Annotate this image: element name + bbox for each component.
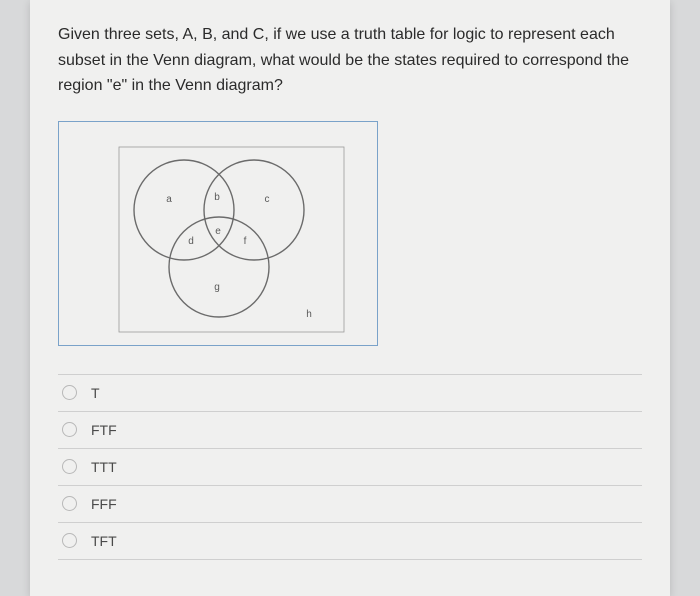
radio-icon[interactable] — [62, 496, 77, 511]
region-label-e: e — [215, 226, 221, 237]
region-label-c: c — [265, 194, 270, 205]
venn-diagram-frame: a b c d e f g h — [58, 121, 378, 346]
region-label-g: g — [214, 282, 220, 293]
option-label: TFT — [91, 533, 117, 549]
radio-icon[interactable] — [62, 385, 77, 400]
options-list: T FTF TTT FFF TFT — [58, 374, 642, 560]
radio-icon[interactable] — [62, 459, 77, 474]
option-row[interactable]: T — [58, 374, 642, 411]
region-label-b: b — [214, 192, 220, 203]
region-label-a: a — [166, 194, 172, 205]
question-text: Given three sets, A, B, and C, if we use… — [58, 22, 642, 99]
option-row[interactable]: TFT — [58, 522, 642, 560]
option-label: TTT — [91, 459, 117, 475]
option-row[interactable]: TTT — [58, 448, 642, 485]
option-row[interactable]: FFF — [58, 485, 642, 522]
region-label-f: f — [244, 236, 247, 247]
option-row[interactable]: FTF — [58, 411, 642, 448]
radio-icon[interactable] — [62, 422, 77, 437]
region-label-d: d — [188, 236, 194, 247]
question-card: Given three sets, A, B, and C, if we use… — [30, 0, 670, 596]
option-label: FTF — [91, 422, 117, 438]
region-label-h: h — [306, 309, 312, 320]
option-label: T — [91, 385, 100, 401]
radio-icon[interactable] — [62, 533, 77, 548]
option-label: FFF — [91, 496, 117, 512]
venn-svg: a b c d e f g h — [59, 122, 379, 347]
